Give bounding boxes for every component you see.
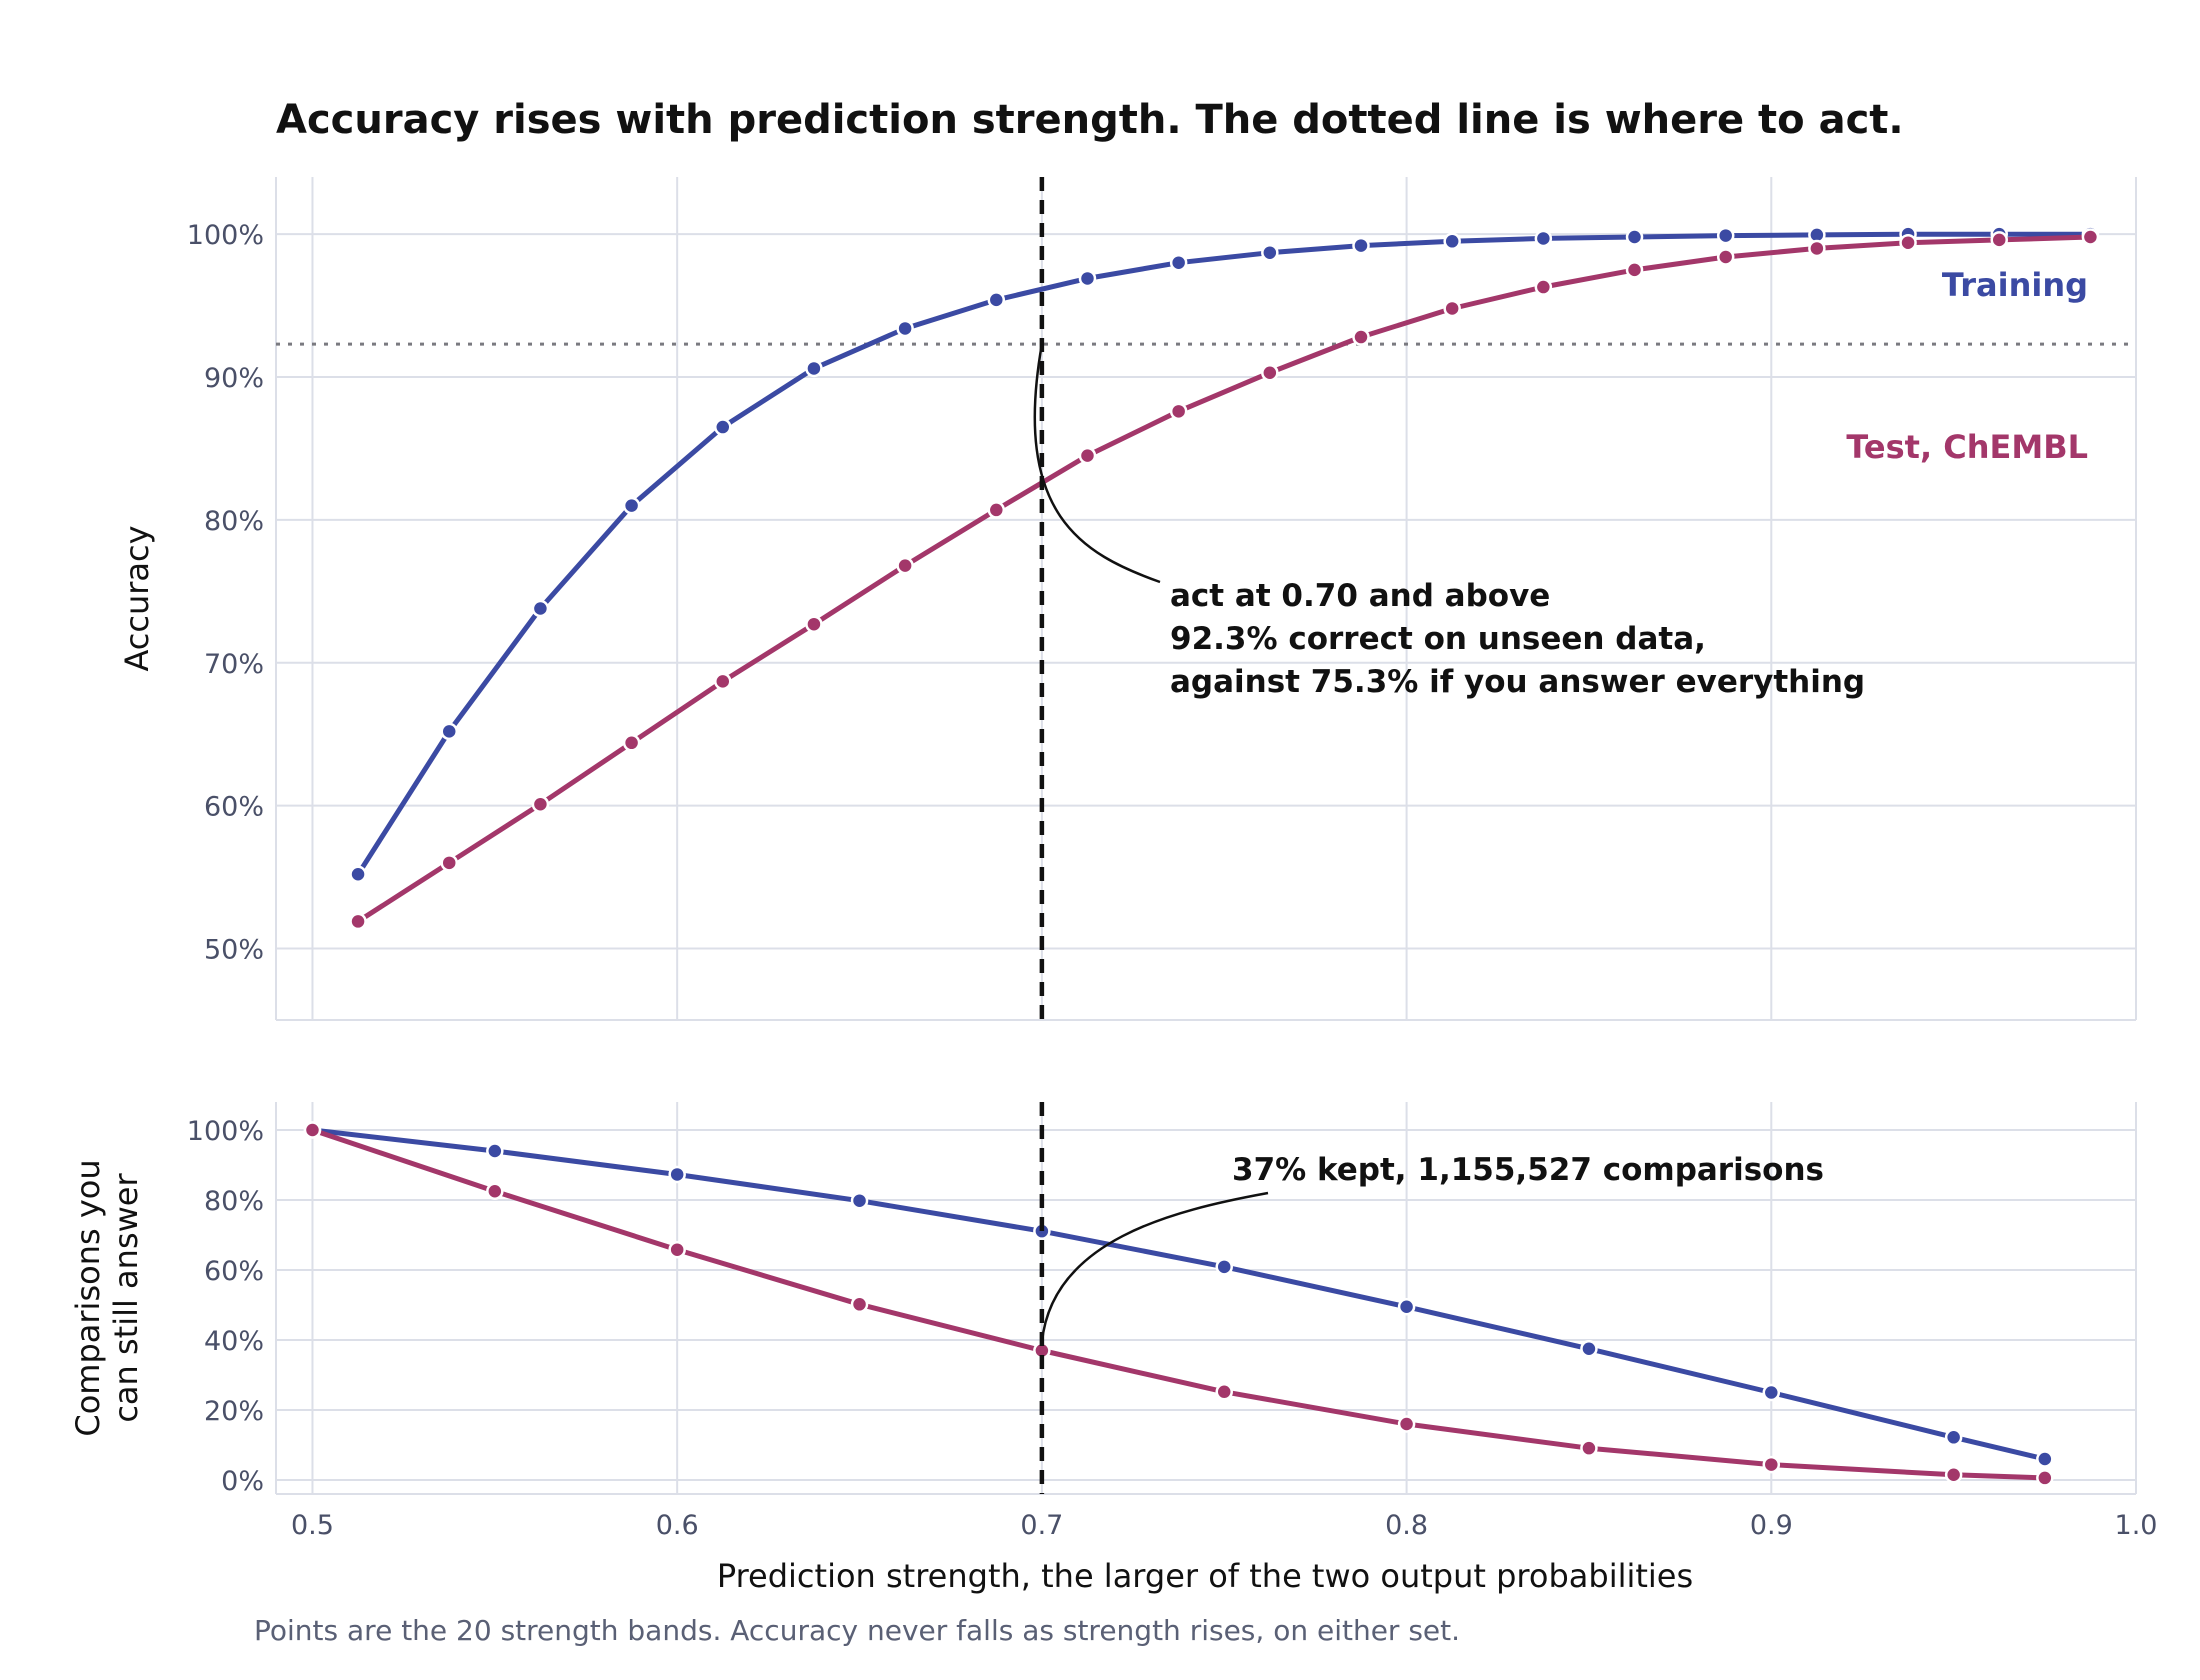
cov-x-tick-label: 0.8 <box>1385 1510 1428 1541</box>
cov-test-point <box>1215 1383 1233 1401</box>
cov-x-tick-label: 0.7 <box>1020 1510 1063 1541</box>
acc-training-point <box>1534 229 1553 248</box>
cov-test-point <box>850 1295 869 1314</box>
acc-training-point <box>1169 253 1188 272</box>
acc-test-point <box>896 556 914 575</box>
acc-training-point <box>440 722 458 741</box>
cov-training-point <box>2036 1450 2054 1468</box>
cov-training-point <box>1215 1258 1233 1276</box>
acc-test-point <box>349 912 367 931</box>
acc-test-point <box>1625 261 1644 279</box>
cov-y-tick-label: 20% <box>204 1396 264 1427</box>
acc-test-point <box>1169 402 1188 421</box>
cov-y-axis-label: Comparisons you <box>69 1159 107 1436</box>
acc-test-point <box>1716 248 1735 266</box>
acc-training-point <box>1625 228 1644 246</box>
acc-training-point <box>805 359 823 378</box>
training-series-label: Training <box>1942 266 2088 304</box>
cov-test-point <box>303 1121 322 1139</box>
acc-training-point <box>987 291 1006 309</box>
cov-x-tick-label: 0.5 <box>291 1510 334 1541</box>
cov-test-point <box>1397 1415 1416 1433</box>
x-axis-label: Prediction strength, the larger of the t… <box>717 1557 1693 1595</box>
chart-title: Accuracy rises with prediction strength.… <box>276 97 1904 143</box>
acc-y-tick-label: 80% <box>204 506 264 537</box>
cov-test-point <box>1762 1455 1781 1474</box>
acc-test-point <box>987 501 1006 519</box>
acc-training-series-line <box>355 231 2091 876</box>
cov-training-point <box>1762 1383 1781 1402</box>
cov-y-tick-label: 100% <box>187 1116 264 1147</box>
cov-x-tick-label: 1.0 <box>2115 1510 2158 1541</box>
acc-training-point <box>896 319 914 338</box>
cov-test-point <box>668 1240 686 1259</box>
accuracy-annotation-line: act at 0.70 and above <box>1170 578 1550 614</box>
footnote: Points are the 20 strength bands. Accura… <box>254 1614 1460 1647</box>
acc-test-point <box>1808 239 1826 258</box>
acc-y-tick-label: 60% <box>204 792 264 823</box>
accuracy-panel: 50% 60% 70% 80% 90% 100% Accuracy Training Test,… <box>118 177 2137 1021</box>
cov-x-tick-label: 0.6 <box>656 1510 699 1541</box>
cov-y-tick-label: 60% <box>204 1256 264 1287</box>
acc-test-point <box>714 672 732 691</box>
cov-training-point <box>1397 1298 1416 1316</box>
acc-training-point <box>1716 226 1735 245</box>
cov-training-point <box>1944 1428 1963 1447</box>
acc-training-point <box>531 599 550 618</box>
acc-training-point <box>1352 236 1370 255</box>
cov-y-axis-label: can still answer <box>107 1173 145 1423</box>
acc-test-point <box>1534 278 1553 296</box>
acc-test-point <box>805 615 823 633</box>
accuracy-annotation-line: against 75.3% if you answer everything <box>1170 664 1865 700</box>
cov-training-point <box>1580 1340 1598 1358</box>
cov-y-tick-label: 80% <box>204 1186 264 1217</box>
accuracy-annotation-line: 92.3% correct on unseen data, <box>1170 621 1706 657</box>
acc-training-point <box>714 418 732 436</box>
acc-training-point <box>1078 269 1097 288</box>
acc-test-point <box>531 795 550 813</box>
acc-training-point <box>1261 243 1279 262</box>
accuracy-annotation-arrow <box>1033 343 1161 584</box>
cov-test-point <box>1944 1466 1963 1484</box>
acc-test-point <box>1352 328 1370 346</box>
cov-x-tick-label: 0.9 <box>1750 1510 1793 1541</box>
acc-y-tick-label: 90% <box>204 363 264 394</box>
acc-test-point <box>1443 299 1461 318</box>
acc-test-point <box>1990 231 2008 249</box>
cov-training-point <box>668 1165 686 1184</box>
acc-y-tick-label: 100% <box>187 220 264 251</box>
cov-y-tick-label: 0% <box>221 1466 264 1497</box>
coverage-panel: 0% 20% 40% 60% 80% 100% 0.5 0.6 0.7 0.8 0.9 1.0 Comp… <box>69 1102 2157 1595</box>
acc-test-point <box>622 734 641 752</box>
acc-y-tick-label: 50% <box>204 935 264 966</box>
acc-test-series-line <box>356 234 2091 924</box>
acc-training-point <box>622 496 641 515</box>
coverage-annotation-arrow <box>1040 1191 1269 1343</box>
acc-training-point <box>1443 232 1461 251</box>
cov-test-point <box>2036 1469 2054 1487</box>
cov-training-point <box>486 1142 504 1160</box>
acc-test-point <box>440 854 458 872</box>
cov-training-point <box>850 1191 869 1210</box>
acc-test-point <box>1078 446 1097 465</box>
coverage-annotation-line: 37% kept, 1,155,527 comparisons <box>1232 1152 1824 1188</box>
cov-y-tick-label: 40% <box>204 1326 264 1357</box>
acc-training-point <box>349 865 367 884</box>
acc-y-tick-label: 70% <box>204 649 264 680</box>
acc-test-point <box>2081 228 2100 246</box>
cov-test-point <box>1580 1439 1598 1457</box>
cov-test-point <box>486 1182 504 1200</box>
test-series-label: Test, ChEMBL <box>1846 428 2088 466</box>
acc-test-point <box>1261 363 1279 382</box>
acc-test-point <box>1899 233 1917 252</box>
acc-y-axis-label: Accuracy <box>118 525 156 671</box>
